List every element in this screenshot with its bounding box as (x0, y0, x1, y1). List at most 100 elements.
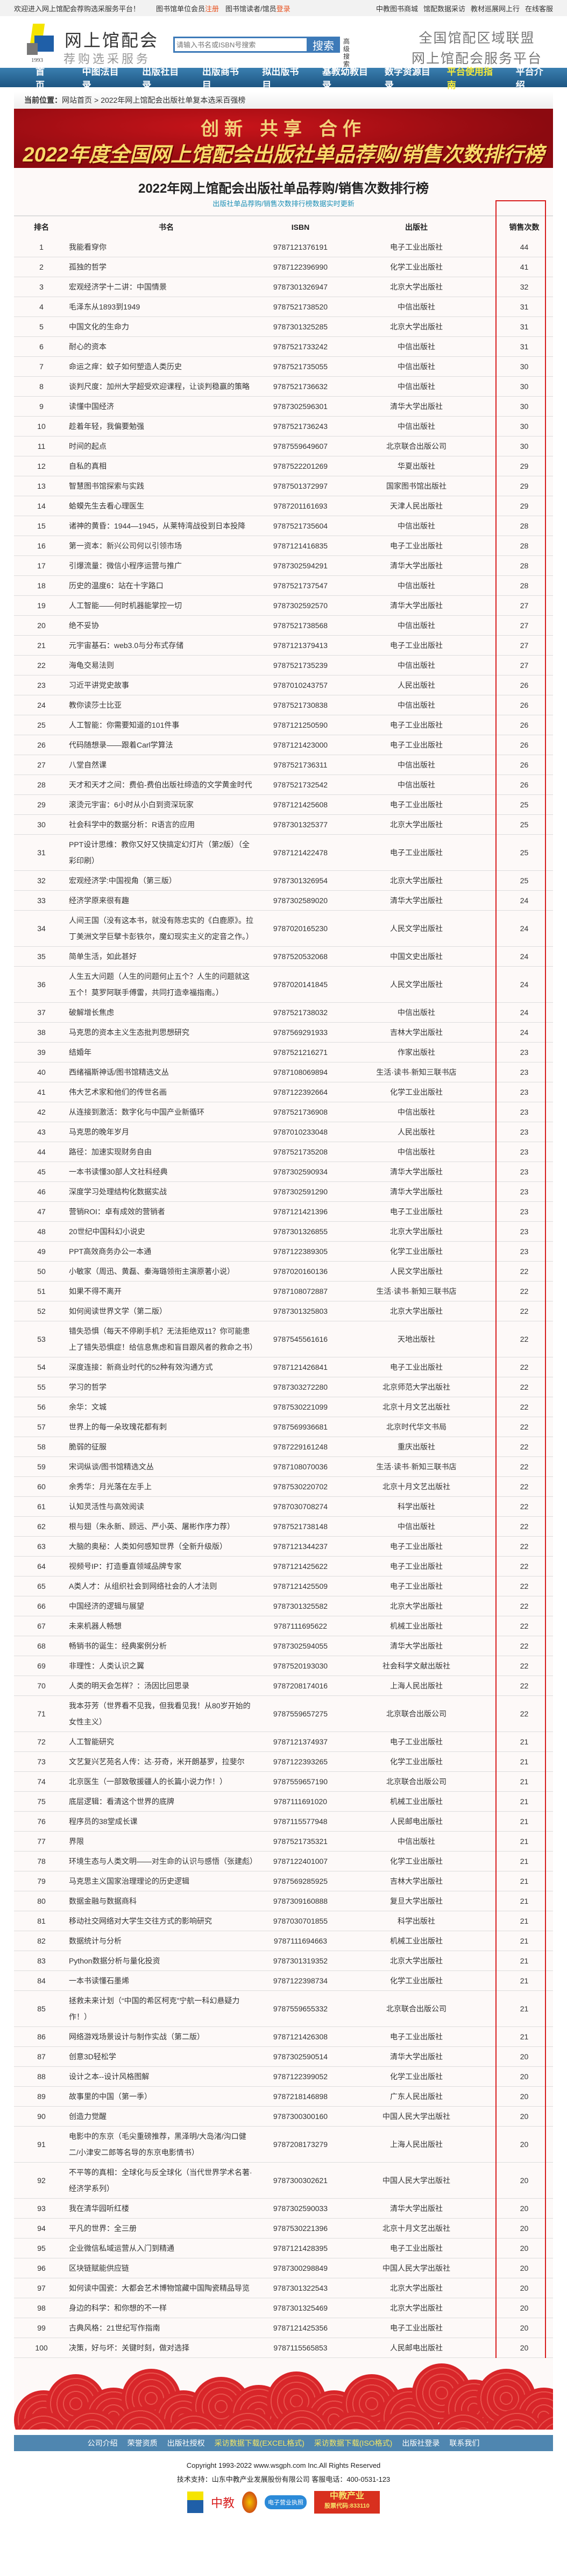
title-cell[interactable]: A类人才：从组织社会到网络社会的人才法则 (69, 1576, 264, 1596)
title-cell[interactable]: 宏观经济学十二讲：中国情景 (69, 277, 264, 297)
search-button[interactable]: 搜索 (307, 37, 340, 53)
title-cell[interactable]: 八堂自然课 (69, 755, 264, 775)
title-cell[interactable]: 人间王国（没有这本书，就没有陈忠实的《白鹿原》。拉丁美洲文学巨擘卡彭铁尔，魔幻现… (69, 910, 264, 947)
nav-clc-catalog[interactable]: 中图法目录 (82, 67, 119, 90)
title-cell[interactable]: 代码随想录——跟着Carl学算法 (69, 735, 264, 755)
title-cell[interactable]: 海龟交易法则 (69, 655, 264, 675)
title-cell[interactable]: 20世纪中国科幻小说史 (69, 1221, 264, 1242)
nav-publisher-catalog[interactable]: 出版社目录 (142, 67, 179, 90)
site-logo[interactable]: 1993 (26, 24, 56, 64)
title-cell[interactable]: PPT高效商务办公一本通 (69, 1241, 264, 1262)
footer-link-excel-download[interactable]: 采访数据下载(EXCEL格式) (214, 2439, 304, 2447)
title-cell[interactable]: 引爆流量：微信小程序运营与推广 (69, 555, 264, 576)
title-cell[interactable]: 小敏家（周迅、黄磊、秦海璐领衔主演原著小说） (69, 1261, 264, 1282)
title-cell[interactable]: 宋词纵谈/图书馆精选文丛 (69, 1456, 264, 1477)
title-cell[interactable]: 电影中的东京（毛尖重磅推荐，黑泽明/大岛渚/沟口健二/小津安二郎等名导的东京电影… (69, 2126, 264, 2163)
nav-digital[interactable]: 数字资源目录 (384, 67, 430, 90)
title-cell[interactable]: 认知灵活性与高效阅读 (69, 1496, 264, 1517)
title-cell[interactable]: 简单生活，如此甚好 (69, 946, 264, 967)
title-cell[interactable]: 身边的科学：和你想的不一样 (69, 2298, 264, 2318)
title-cell[interactable]: 大脑的奥秘：人类如何感知世界（全新升级版） (69, 1536, 264, 1557)
title-cell[interactable]: 余秀华：月光落在左手上 (69, 1476, 264, 1497)
title-cell[interactable]: 我在清华园听红楼 (69, 2198, 264, 2219)
stock-badge[interactable]: 中教产业 股票代码:833110 (314, 2491, 380, 2514)
title-cell[interactable]: 古典风格：21世纪写作指南 (69, 2318, 264, 2338)
title-cell[interactable]: 我能看穿你 (69, 237, 264, 257)
nav-vendor-catalog[interactable]: 出版商书目 (202, 67, 239, 90)
advanced-search-link[interactable]: 高级搜索 (343, 38, 350, 68)
title-cell[interactable]: 天才和天才之间：费伯-费伯出版社缔造的文学黄金时代 (69, 775, 264, 795)
title-cell[interactable]: 西绪福斯神话/图书馆精选文丛 (69, 1062, 264, 1082)
title-cell[interactable]: 北京医生（一部致敬援疆人的长篇小说力作！） (69, 1771, 264, 1792)
title-cell[interactable]: 如果不得不离开 (69, 1281, 264, 1301)
title-cell[interactable]: 中国文化的生命力 (69, 316, 264, 337)
title-cell[interactable]: 畅销书的诞生：经典案例分析 (69, 1636, 264, 1656)
nav-guide[interactable]: 平台使用指南 (446, 67, 493, 90)
business-license-badge[interactable]: 电子营业执照 (265, 2495, 307, 2509)
title-cell[interactable]: 余华：文城 (69, 1397, 264, 1417)
title-cell[interactable]: 如何读中国瓷：大都会艺术博物馆藏中国陶瓷精品导览 (69, 2278, 264, 2298)
title-cell[interactable]: 企业微信私域运营从入门到精通 (69, 2238, 264, 2258)
police-emblem-icon[interactable] (242, 2491, 257, 2513)
footer-link-iso-download[interactable]: 采访数据下载(ISO格式) (314, 2439, 393, 2447)
title-cell[interactable]: 经济学原来很有趣 (69, 890, 264, 911)
title-cell[interactable]: 伟大艺术家和他们的传世名画 (69, 1082, 264, 1102)
title-cell[interactable]: 滚烫元宇宙：6小时从小白到资深玩家 (69, 794, 264, 815)
title-cell[interactable]: 非理性：人类认识之翼 (69, 1656, 264, 1676)
title-cell[interactable]: 趁着年轻，我偏要勉强 (69, 416, 264, 437)
title-cell[interactable]: 习近平讲党史故事 (69, 675, 264, 695)
search-input[interactable] (173, 37, 307, 53)
top-link-data[interactable]: 馆配数据采访 (423, 4, 465, 13)
title-cell[interactable]: 故事里的中国（第一季） (69, 2086, 264, 2107)
title-cell[interactable]: 智慧图书馆探索与实践 (69, 476, 264, 496)
title-cell[interactable]: 如何阅读世界文学（第二版） (69, 1301, 264, 1321)
title-cell[interactable]: 设计之本--设计风格图解 (69, 2066, 264, 2087)
top-link-service[interactable]: 在线客服 (525, 4, 553, 13)
title-cell[interactable]: 深度学习处理结构化数据实战 (69, 1181, 264, 1202)
title-cell[interactable]: 人生五大问题（人生的问题何止五个？人生的问题就这五个！莫罗阿联手傅雷，共同打造幸… (69, 966, 264, 1003)
title-cell[interactable]: 底层逻辑：看清这个世界的底牌 (69, 1791, 264, 1812)
title-cell[interactable]: 人类的明天会怎样？：汤因比回思录 (69, 1676, 264, 1696)
footer-link-company[interactable]: 公司介绍 (87, 2439, 118, 2447)
title-cell[interactable]: 从连接到激活：数字化与中国产业新循环 (69, 1102, 264, 1122)
nav-k12[interactable]: 基教幼教目录 (322, 67, 368, 90)
footer-link-contact[interactable]: 联系我们 (449, 2439, 480, 2447)
title-cell[interactable]: 脆弱的征服 (69, 1437, 264, 1457)
title-cell[interactable]: 中国经济的逻辑与展望 (69, 1596, 264, 1616)
title-cell[interactable]: 界限 (69, 1831, 264, 1852)
title-cell[interactable]: 谈判尺度：加州大学超受欢迎课程，让谈判稳赢的策略 (69, 376, 264, 397)
title-cell[interactable]: 结婚年 (69, 1042, 264, 1062)
title-cell[interactable]: 教你读莎士比亚 (69, 695, 264, 715)
title-cell[interactable]: 决策，好与坏：关键时刻，做对选择 (69, 2338, 264, 2358)
title-cell[interactable]: 数据统计与分析 (69, 1931, 264, 1951)
title-cell[interactable]: 创造力觉醒 (69, 2106, 264, 2127)
title-cell[interactable]: 环境生态与人类文明——对生命的认识与感悟（张建彪） (69, 1851, 264, 1871)
breadcrumb-home[interactable]: 网站首页 (62, 96, 92, 104)
title-cell[interactable]: 一本书读懂30部人文社科经典 (69, 1162, 264, 1182)
title-cell[interactable]: 马克思的晚年岁月 (69, 1122, 264, 1142)
title-cell[interactable]: 毛泽东从1893到1949 (69, 297, 264, 317)
title-cell[interactable]: 我本芬芳（世界看不见我，但我看见我！从80岁开始的女性主义） (69, 1695, 264, 1732)
login-link[interactable]: 登录 (276, 4, 290, 13)
nav-about[interactable]: 平台介绍 (515, 67, 543, 90)
top-link-textbook[interactable]: 教材巡展网上行 (470, 4, 520, 13)
title-cell[interactable]: 第一资本：新兴公司何以引领市场 (69, 536, 264, 556)
footer-link-authorization[interactable]: 出版社授权 (167, 2439, 205, 2447)
title-cell[interactable]: 诸神的黄昏：1944—1945，从莱特湾战役到日本投降 (69, 516, 264, 536)
title-cell[interactable]: 程序员的38堂成长课 (69, 1811, 264, 1832)
title-cell[interactable]: 平凡的世界：全三册 (69, 2218, 264, 2239)
title-cell[interactable]: 路径：加速实现财务自由 (69, 1142, 264, 1162)
title-cell[interactable]: 人工智能——何时机器能掌控一切 (69, 595, 264, 616)
title-cell[interactable]: 移动社交网络对大学生交往方式的影响研究 (69, 1911, 264, 1931)
title-cell[interactable]: 错失恐惧（每天不停刷手机？无法拒绝双11？你可能患上了错失恐惧症！给信息焦虑和盲… (69, 1321, 264, 1357)
title-cell[interactable]: 深度连接：新商业时代的52种有效沟通方式 (69, 1357, 264, 1377)
title-cell[interactable]: 社会科学中的数据分析：R语言的应用 (69, 814, 264, 835)
title-cell[interactable]: 耐心的资本 (69, 336, 264, 357)
title-cell[interactable]: 拯救未来计划（“中国的希区柯克”宁航一科幻悬疑力作！） (69, 1990, 264, 2027)
title-cell[interactable]: 创意3D轻松学 (69, 2046, 264, 2067)
title-cell[interactable]: 蛤蟆先生去看心理医生 (69, 496, 264, 516)
top-link-bookstore[interactable]: 中教图书商城 (375, 4, 418, 13)
title-cell[interactable]: 根与翅（朱永新、顾远、严小英、屠彬作序力荐） (69, 1516, 264, 1537)
title-cell[interactable]: 孤独的哲学 (69, 257, 264, 277)
title-cell[interactable]: 视频号IP：打造垂直领域品牌专家 (69, 1556, 264, 1576)
